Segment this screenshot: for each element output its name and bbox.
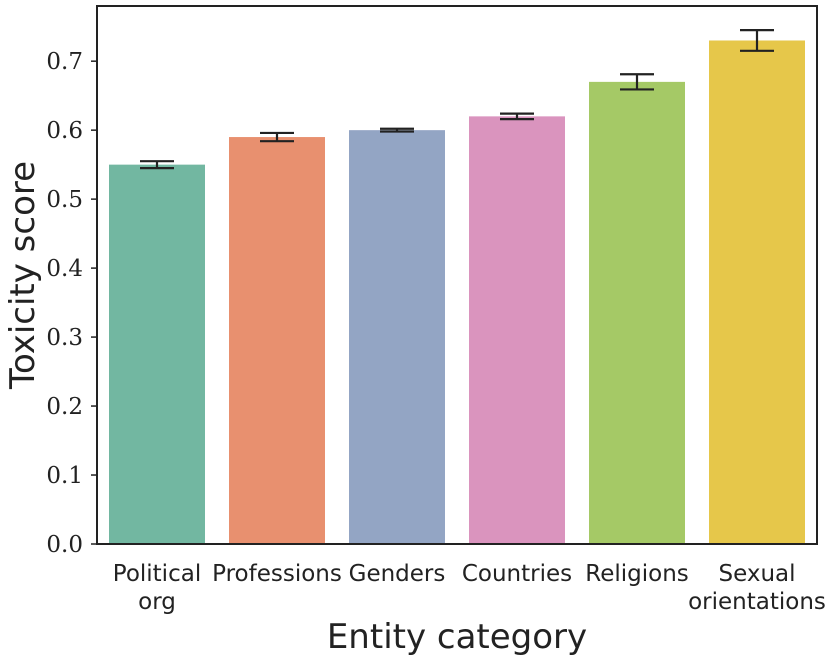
bar xyxy=(229,137,325,545)
bar xyxy=(349,130,445,544)
error-bar xyxy=(260,131,294,143)
x-tick-label: Countries xyxy=(462,561,572,587)
bar xyxy=(469,116,565,544)
error-bar xyxy=(620,73,654,91)
y-tick-label: 0.2 xyxy=(46,394,83,420)
y-tick-label: 0.3 xyxy=(46,325,83,351)
error-bar xyxy=(380,127,414,133)
x-tick-label: Genders xyxy=(349,561,446,587)
y-tick-label: 0.4 xyxy=(46,256,83,282)
bar xyxy=(709,40,805,544)
y-tick-label: 0.0 xyxy=(46,532,83,558)
x-axis-ticks: Political org Professions Genders Countries R… xyxy=(113,561,826,615)
y-tick-label: 0.6 xyxy=(46,118,83,144)
x-axis-title: Entity category xyxy=(327,617,587,657)
bar xyxy=(589,81,685,544)
bars-group xyxy=(109,40,805,545)
error-bars-group xyxy=(140,29,774,170)
error-bar xyxy=(500,112,534,121)
y-tick-label: 0.1 xyxy=(46,463,83,489)
y-axis-ticks: 0.0 0.1 0.2 0.3 0.4 0.5 0.6 0.7 xyxy=(46,49,97,558)
plot-frame xyxy=(96,5,818,545)
error-bar xyxy=(740,29,774,52)
bar xyxy=(109,164,205,544)
x-tick-label: Sexual orientations xyxy=(688,561,826,615)
x-tick-label: Religions xyxy=(585,561,689,587)
x-tick-label: Professions xyxy=(212,561,342,587)
y-axis-title: Toxicity score xyxy=(3,161,43,390)
x-tick-label: Political org xyxy=(113,561,201,615)
y-tick-label: 0.7 xyxy=(46,49,83,75)
error-bar xyxy=(140,160,174,170)
y-tick-label: 0.5 xyxy=(46,187,83,213)
